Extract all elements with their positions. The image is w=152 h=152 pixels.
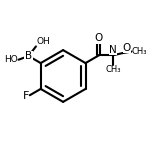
Text: N: N <box>109 45 117 55</box>
Text: OH: OH <box>36 37 50 46</box>
Text: CH₃: CH₃ <box>105 65 121 74</box>
Text: F: F <box>22 91 29 101</box>
Text: O: O <box>95 33 103 43</box>
Text: B: B <box>25 51 32 61</box>
Text: HO: HO <box>4 55 18 64</box>
Text: CH₃: CH₃ <box>132 47 147 56</box>
Text: O: O <box>123 43 131 53</box>
